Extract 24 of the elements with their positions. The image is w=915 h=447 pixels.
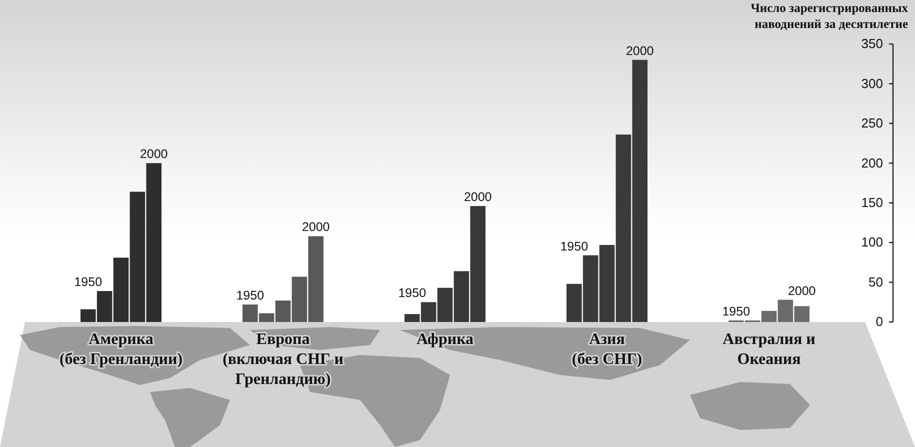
text: 2000 [788,284,816,298]
text: 2000 [464,190,492,204]
y-tick-label: 300 [861,76,883,91]
text: 1950 [74,275,102,290]
text: 1950 [398,286,426,300]
x-tick-label: Америка (без Гренландии) [59,331,183,368]
y-tick-label: 50 [868,274,883,290]
y-tick-label: 100 [861,234,883,250]
x-tick-label: Азия (без СНГ) [572,331,642,368]
text: 1950 [560,239,588,254]
series-label: 2000 [626,44,654,58]
y-axis-title: Число зарегистрированных наводнений за десятилетие [750,1,909,31]
text: 2000 [140,147,168,162]
text: 1950 [722,304,750,318]
y-tick-label: 350 [861,36,883,52]
series-label: 1950 [236,288,264,303]
text: 2000 [302,220,330,234]
y-tick-label: 0 [876,314,883,330]
y-tick-label: 250 [861,116,883,131]
x-tick-label: Европа (включая СНГ и Гренландию) [222,331,344,388]
x-tick-label: Австралия и Океания [722,331,816,368]
y-tick-label: 200 [861,155,883,170]
y-tick-label: 150 [861,195,883,210]
x-tick-label: Африка [416,331,474,348]
